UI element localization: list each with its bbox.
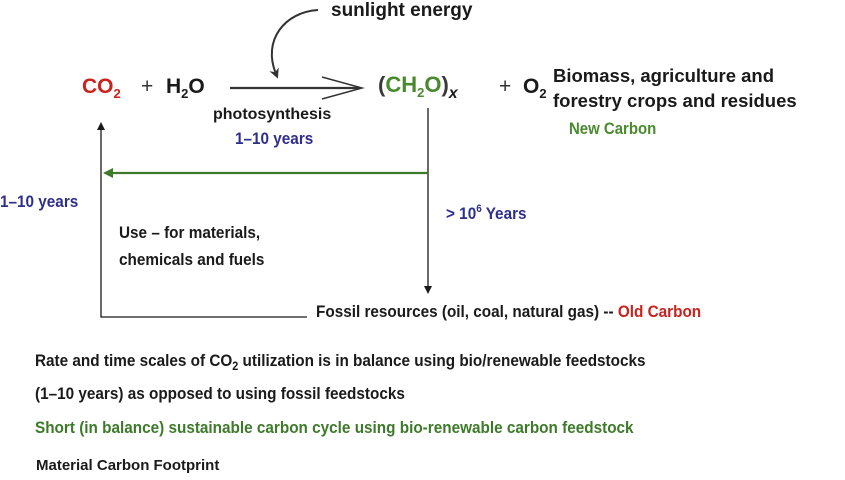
photosynthesis-label: photosynthesis [213, 106, 332, 123]
h2o-formula: H2O [166, 75, 205, 101]
sunlight-energy-label: sunlight energy [331, 0, 473, 21]
fossil-resources-label: Fossil resources (oil, coal, natural gas… [316, 302, 702, 321]
new-carbon-label: New Carbon [569, 119, 657, 138]
return-time-label: 1–10 years [0, 192, 79, 211]
photosynthesis-time-label: 1–10 years [235, 129, 314, 148]
carbohydrate-formula: (CH2O)x [378, 72, 458, 102]
old-carbon-label: Old Carbon [617, 302, 702, 321]
rate-note: Rate and time scales of CO2 utilization … [35, 351, 646, 403]
short-cycle-note: Short (in balance) sustainable carbon cy… [35, 418, 634, 437]
biomass-label: Biomass, agriculture and forestry crops … [553, 65, 797, 111]
o2-formula: O2 [523, 75, 547, 101]
figure-caption-title: Material Carbon Footprint [36, 457, 220, 474]
fossil-time-label: > 106 Years [446, 203, 527, 223]
co2-return-path [97, 122, 307, 318]
reaction-arrow-head [321, 76, 365, 100]
co2-formula: CO2 [82, 75, 121, 101]
plus-sign: + [499, 75, 512, 98]
use-label: Use – for materials, chemicals and fuels [119, 223, 265, 269]
sunlight-curved-arrow [269, 9, 319, 79]
plus-sign: + [141, 75, 154, 98]
